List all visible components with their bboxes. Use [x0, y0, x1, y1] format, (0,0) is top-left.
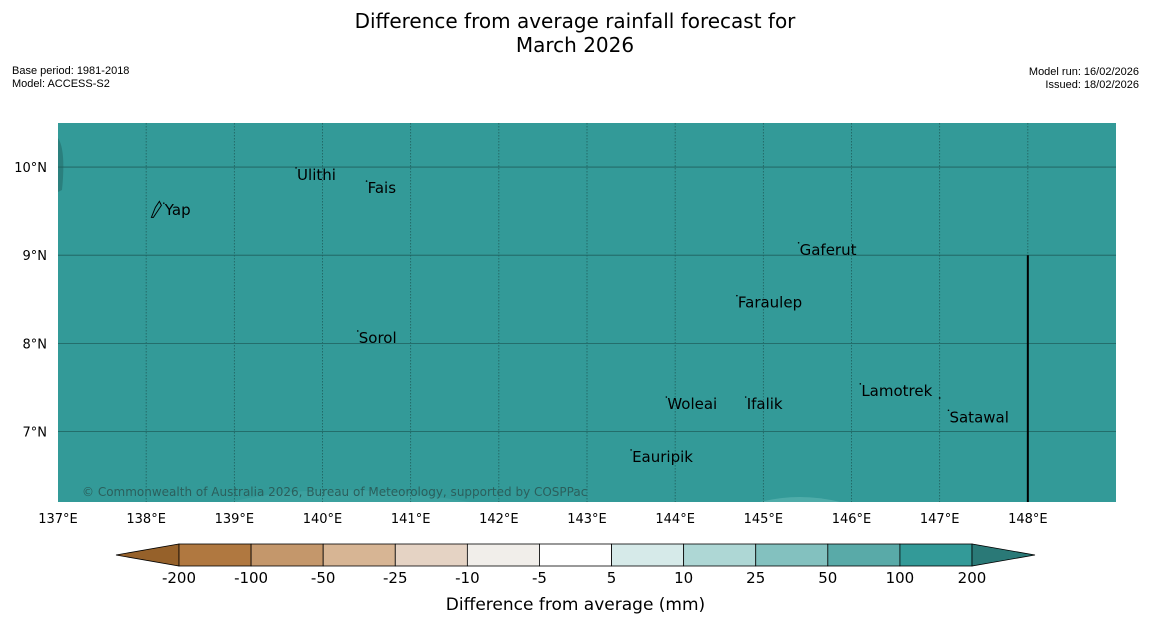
coastlines	[150, 200, 1029, 502]
lat-tick-label: 8°N	[23, 337, 48, 352]
place-label: Ifalik	[747, 395, 783, 413]
lon-tick-label: 139°E	[215, 512, 255, 527]
lon-tick-label: 146°E	[832, 512, 872, 527]
colorbar-segment	[178, 543, 252, 567]
lon-tick-label: 137°E	[38, 512, 78, 527]
lat-tick-label: 10°N	[14, 161, 47, 176]
place-label: Sorol	[359, 329, 397, 347]
colorbar-label: Difference from average (mm)	[446, 595, 705, 615]
colorbar-tick-label: -5	[532, 569, 547, 587]
island-dot	[744, 396, 747, 398]
colorbar-tick-label: -100	[234, 569, 268, 587]
colorbar-high-extension	[971, 543, 1036, 567]
model-name: Model: ACCESS-S2	[12, 78, 110, 90]
lon-tick-label: 142°E	[479, 512, 519, 527]
island-dot	[163, 202, 165, 204]
lat-tick-label: 9°N	[23, 249, 48, 264]
colorbar-tick-label: -10	[455, 569, 480, 587]
island-dot	[295, 167, 297, 169]
colorbar-segment	[611, 543, 685, 567]
colorbar: -200 -100 -50 -25 -10 -5 5 10 25 50 100 200	[115, 543, 1036, 587]
lon-tick-label: 145°E	[744, 512, 784, 527]
colorbar-segment	[755, 543, 829, 567]
lat-tick-label: 7°N	[23, 425, 48, 440]
place-label: Ulithi	[297, 166, 336, 184]
island-dot	[947, 409, 950, 412]
place-labels: Yap Ulithi Fais Gaferut Faraulep Sorol Woleai I…	[163, 166, 1009, 466]
place-label: Gaferut	[800, 241, 857, 259]
colorbar-tick-label: 100	[886, 569, 915, 587]
island-dot	[665, 396, 668, 398]
colorbar-segment	[394, 543, 468, 567]
colorbar-segment	[899, 543, 973, 567]
island-dot	[365, 180, 368, 182]
colorbar-tick-label: -50	[311, 569, 336, 587]
colorbar-tick-label: -25	[383, 569, 408, 587]
title-line-1: Difference from average rainfall forecas…	[354, 9, 796, 33]
place-label: Yap	[164, 201, 191, 219]
colorbar-segment	[827, 543, 901, 567]
place-label: Satawal	[949, 408, 1008, 426]
issued-date: Issued: 18/02/2026	[1045, 79, 1139, 91]
lon-tick-label: 148°E	[1008, 512, 1048, 527]
field-anomaly-patch	[760, 497, 840, 502]
title-line-2: March 2026	[515, 33, 635, 57]
place-label: Lamotrek	[861, 382, 932, 400]
axis-ticks: 137°E 138°E 139°E 140°E 141°E 142°E 143°E 144°E…	[14, 161, 1047, 527]
colorbar-low-extension	[115, 543, 180, 567]
colorbar-tick-label: 5	[607, 569, 617, 587]
colorbar-tick-label: 200	[958, 569, 987, 587]
lon-tick-label: 143°E	[567, 512, 607, 527]
island-dot	[859, 383, 862, 385]
colorbar-tick-label: 50	[818, 569, 837, 587]
colorbar-segment	[466, 543, 540, 567]
island-dot	[630, 449, 632, 451]
field-edge-patch	[58, 138, 64, 192]
lon-tick-label: 141°E	[391, 512, 431, 527]
base-period: Base period: 1981-2018	[12, 65, 130, 77]
place-label: Fais	[368, 179, 397, 197]
graticule	[58, 123, 1116, 502]
meta-left: Base period: 1981-2018 Model: ACCESS-S2	[12, 65, 129, 91]
colorbar-tick-label: 25	[746, 569, 765, 587]
colorbar-segment	[322, 543, 396, 567]
model-run: Model run: 16/02/2026	[1028, 66, 1139, 78]
lon-tick-label: 147°E	[920, 512, 960, 527]
island-dot	[356, 330, 359, 332]
copyright-notice: © Commonwealth of Australia 2026, Bureau…	[82, 485, 587, 499]
colorbar-segment	[683, 543, 757, 567]
colorbar-segment	[250, 543, 324, 567]
lon-tick-label: 144°E	[655, 512, 695, 527]
colorbar-segment	[539, 543, 612, 567]
place-label: Faraulep	[738, 294, 802, 312]
meta-right: Model run: 16/02/2026 Issued: 18/02/2026	[1029, 66, 1139, 92]
colorbar-tick-label: -200	[162, 569, 196, 587]
colorbar-tick-label: 10	[674, 569, 693, 587]
map-title: Difference from average rainfall forecas…	[0, 9, 1150, 57]
island-dot	[736, 294, 738, 297]
islet-dot	[938, 397, 941, 399]
lon-tick-label: 138°E	[126, 512, 166, 527]
island-dot	[797, 242, 800, 244]
field-anomaly-patch	[230, 490, 470, 502]
place-label: Eauripik	[632, 448, 693, 466]
place-label: Woleai	[667, 395, 717, 413]
lon-tick-label: 140°E	[303, 512, 343, 527]
yap-island-outline	[150, 200, 162, 218]
